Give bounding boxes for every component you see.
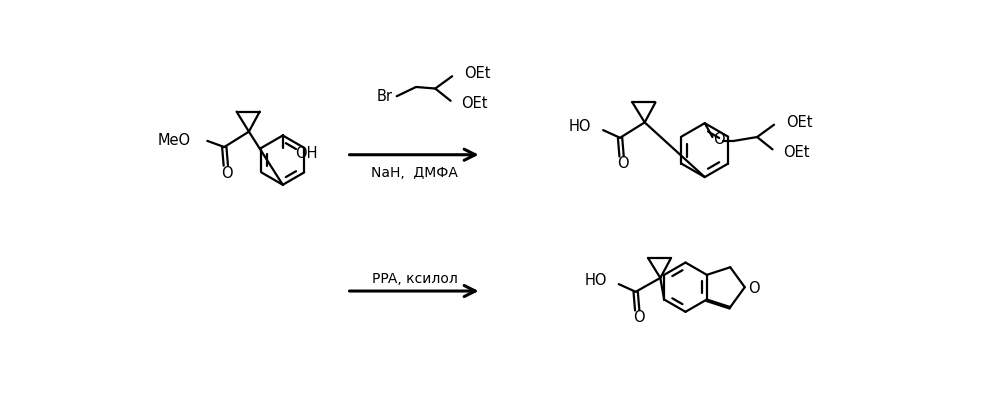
Text: OEt: OEt: [464, 66, 491, 81]
Text: MeO: MeO: [158, 133, 191, 148]
Text: NaH,  ДМФА: NaH, ДМФА: [371, 166, 458, 180]
Text: O: O: [222, 166, 234, 181]
Text: HO: HO: [585, 273, 607, 288]
Text: OH: OH: [295, 147, 317, 162]
Text: OEt: OEt: [461, 97, 488, 112]
Text: OEt: OEt: [783, 145, 809, 160]
Text: HO: HO: [569, 119, 592, 134]
Text: Br: Br: [377, 89, 393, 104]
Text: PPA, ксилол: PPA, ксилол: [371, 272, 457, 286]
Text: O: O: [633, 311, 645, 326]
Text: OEt: OEt: [786, 115, 812, 130]
Text: O: O: [748, 281, 759, 296]
Text: O: O: [618, 156, 629, 171]
Text: O: O: [713, 132, 725, 147]
